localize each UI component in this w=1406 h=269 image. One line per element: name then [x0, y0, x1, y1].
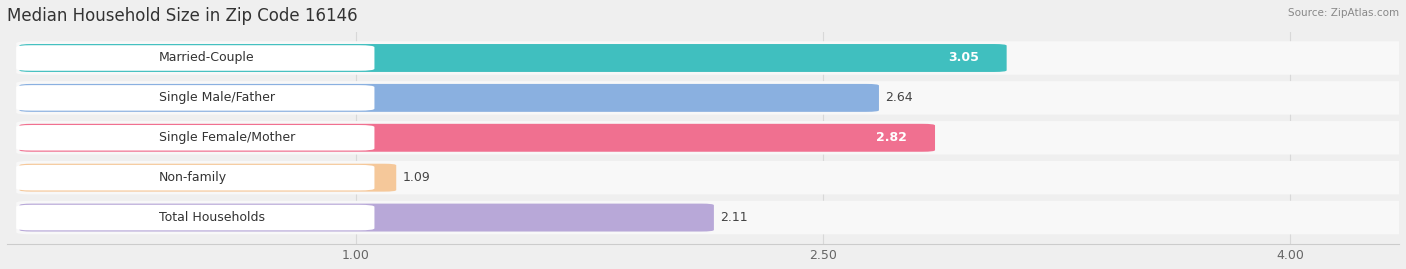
- Text: 2.11: 2.11: [720, 211, 748, 224]
- FancyBboxPatch shape: [17, 81, 1406, 115]
- FancyBboxPatch shape: [17, 121, 1406, 154]
- FancyBboxPatch shape: [20, 164, 396, 192]
- FancyBboxPatch shape: [17, 125, 374, 151]
- Text: 2.82: 2.82: [876, 131, 907, 144]
- Text: Median Household Size in Zip Code 16146: Median Household Size in Zip Code 16146: [7, 7, 357, 25]
- FancyBboxPatch shape: [17, 161, 1406, 194]
- FancyBboxPatch shape: [20, 204, 714, 232]
- FancyBboxPatch shape: [20, 124, 935, 152]
- FancyBboxPatch shape: [20, 84, 879, 112]
- Text: 3.05: 3.05: [948, 51, 979, 65]
- Text: Single Female/Mother: Single Female/Mother: [159, 131, 295, 144]
- Text: Source: ZipAtlas.com: Source: ZipAtlas.com: [1288, 8, 1399, 18]
- FancyBboxPatch shape: [17, 41, 1406, 75]
- Text: 2.64: 2.64: [886, 91, 912, 104]
- FancyBboxPatch shape: [17, 165, 374, 190]
- Text: Total Households: Total Households: [159, 211, 264, 224]
- FancyBboxPatch shape: [17, 45, 374, 71]
- FancyBboxPatch shape: [20, 44, 1007, 72]
- FancyBboxPatch shape: [17, 205, 374, 230]
- FancyBboxPatch shape: [17, 85, 374, 111]
- Text: 1.09: 1.09: [402, 171, 430, 184]
- Text: Single Male/Father: Single Male/Father: [159, 91, 274, 104]
- FancyBboxPatch shape: [17, 201, 1406, 234]
- Text: Married-Couple: Married-Couple: [159, 51, 254, 65]
- Text: Non-family: Non-family: [159, 171, 226, 184]
